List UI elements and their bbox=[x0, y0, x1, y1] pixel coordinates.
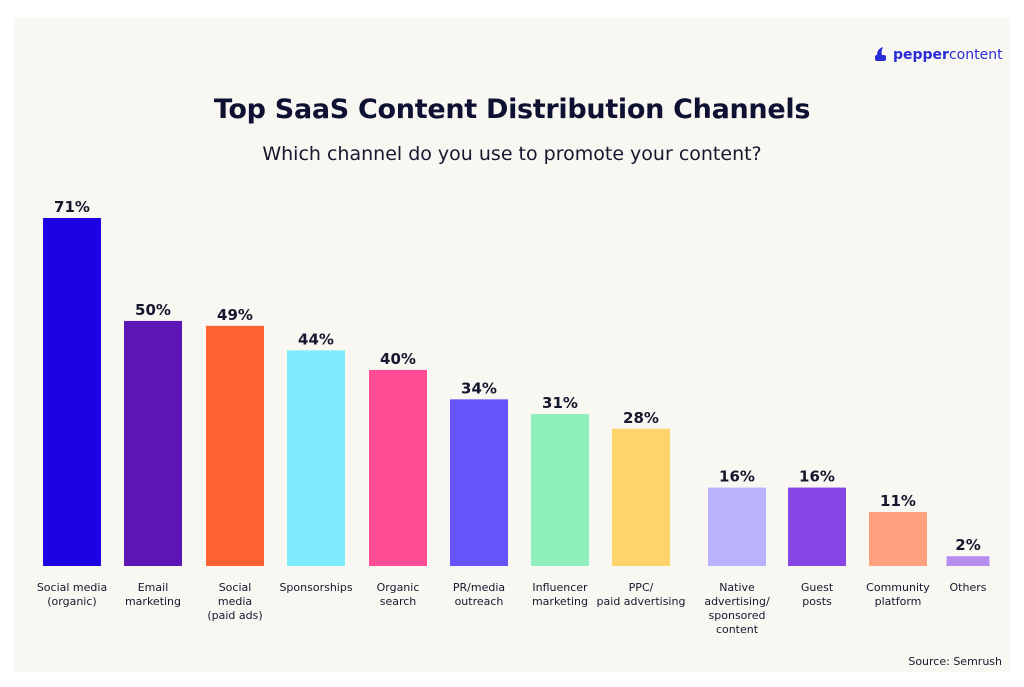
value-label-10: 11% bbox=[880, 492, 916, 510]
value-label-8: 16% bbox=[719, 468, 755, 486]
category-label-0: Social media (organic) bbox=[37, 581, 107, 608]
value-label-4: 40% bbox=[380, 350, 416, 368]
category-label-9: Guest posts bbox=[801, 581, 834, 608]
category-label-3: Sponsorships bbox=[279, 581, 352, 594]
logo-text-suffix: content bbox=[948, 46, 1003, 63]
category-label-8: Native advertising/sponsored content bbox=[704, 581, 770, 636]
category-label-7: PPC/paid advertising bbox=[597, 581, 686, 608]
value-label-2: 49% bbox=[217, 306, 253, 324]
value-label-0: 71% bbox=[54, 198, 90, 216]
value-label-3: 44% bbox=[298, 330, 334, 348]
category-label-2: Social media (paid ads) bbox=[207, 581, 262, 622]
logo-text-prefix: pepper bbox=[893, 46, 949, 63]
value-label-7: 28% bbox=[623, 409, 659, 427]
category-label-5: PR/media outreach bbox=[453, 581, 505, 608]
value-label-9: 16% bbox=[799, 468, 835, 486]
bar-3 bbox=[287, 350, 345, 566]
bar-0 bbox=[43, 218, 101, 566]
value-label-1: 50% bbox=[135, 301, 171, 319]
bar-5 bbox=[450, 399, 508, 566]
source-note: Source: Semrush bbox=[908, 655, 1002, 668]
bar-8 bbox=[708, 487, 766, 566]
pepper-icon bbox=[874, 46, 888, 63]
bar-11 bbox=[946, 556, 990, 566]
bar-6 bbox=[531, 414, 589, 566]
value-label-6: 31% bbox=[542, 394, 578, 412]
chart-title: Top SaaS Content Distribution Channels bbox=[213, 94, 811, 125]
bar-1 bbox=[124, 320, 182, 566]
bar-10 bbox=[869, 512, 927, 566]
value-label-11: 2% bbox=[955, 536, 980, 554]
bar-4 bbox=[369, 369, 427, 566]
bar-7 bbox=[612, 428, 670, 566]
category-label-10: Community platform bbox=[866, 581, 930, 608]
category-label-11: Others bbox=[950, 581, 987, 594]
chart-subtitle: Which channel do you use to promote your… bbox=[262, 143, 762, 165]
category-label-4: Organic search bbox=[377, 581, 420, 608]
bar-2 bbox=[206, 325, 264, 566]
pepper-content-logo: peppercontent bbox=[874, 46, 1003, 63]
value-label-5: 34% bbox=[461, 379, 497, 397]
category-label-1: Email marketing bbox=[125, 581, 181, 608]
bar-9 bbox=[788, 487, 846, 566]
category-label-6: Influencer marketing bbox=[532, 581, 588, 608]
